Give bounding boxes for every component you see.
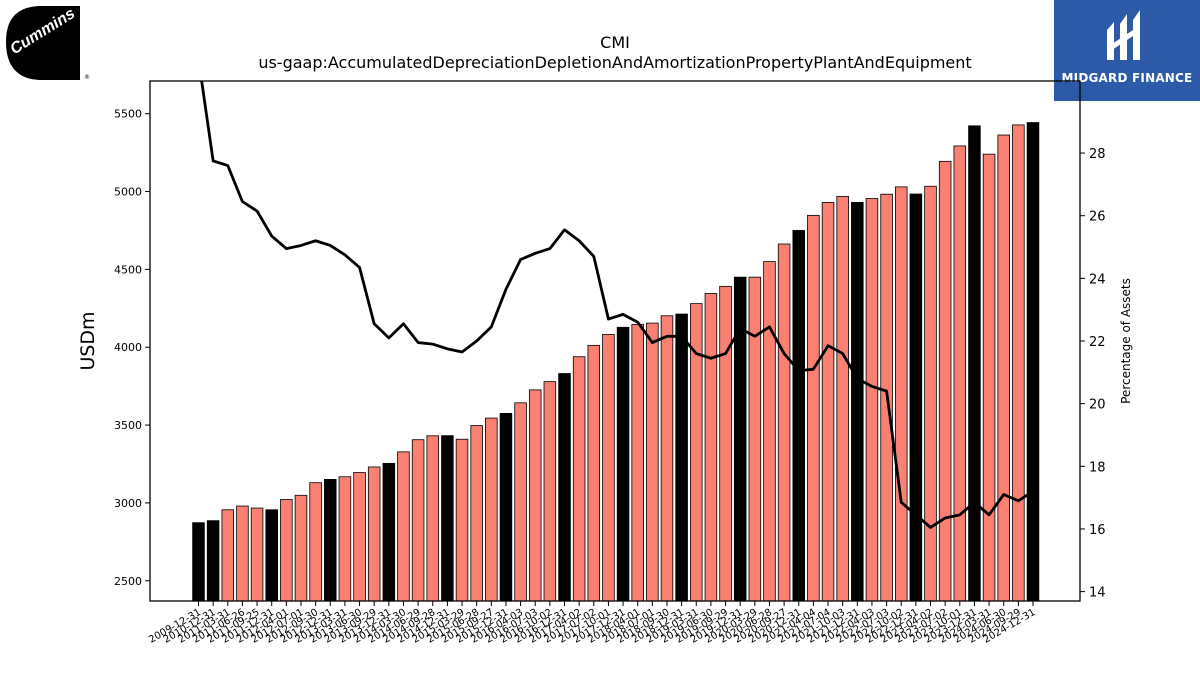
- bar: [909, 193, 923, 602]
- bar: [953, 145, 967, 602]
- bar: [968, 125, 981, 602]
- bar: [675, 313, 688, 602]
- bar: [748, 276, 762, 602]
- bar: [528, 389, 542, 602]
- bar: [646, 322, 659, 602]
- y2-tick-label: 28: [1089, 147, 1106, 162]
- bar: [382, 462, 396, 602]
- bar: [514, 402, 527, 602]
- bar: [309, 482, 322, 602]
- bar: [792, 230, 806, 602]
- bar: [441, 435, 454, 602]
- bar: [763, 261, 776, 602]
- bar: [192, 522, 205, 602]
- midgard-mark-icon: [1107, 10, 1140, 60]
- chart-title: CMI: [600, 33, 630, 52]
- bar: [631, 323, 644, 602]
- registered-mark: ®: [84, 74, 90, 81]
- bar: [324, 479, 337, 602]
- bar: [236, 505, 249, 602]
- y2-tick-label: 18: [1089, 460, 1106, 475]
- cummins-logo: Cummins ®: [0, 0, 90, 82]
- y-tick-label: 3500: [114, 419, 142, 432]
- bar: [411, 439, 425, 602]
- bar: [485, 417, 498, 602]
- y-tick-label: 4000: [114, 341, 142, 354]
- bar: [397, 451, 410, 602]
- bar: [558, 373, 571, 602]
- bar: [455, 438, 469, 602]
- bar: [426, 435, 440, 602]
- bar: [777, 243, 791, 602]
- bar: [894, 186, 908, 602]
- bar: [265, 509, 278, 602]
- midgard-finance-logo: MIDGARD FINANCE: [1054, 0, 1200, 101]
- y-tick-label: 2500: [114, 575, 142, 588]
- bar: [719, 285, 732, 602]
- bar: [543, 381, 557, 602]
- bar: [280, 499, 293, 602]
- bar: [499, 412, 513, 602]
- y-tick-label: 3000: [114, 497, 142, 510]
- bar: [221, 509, 235, 602]
- bar: [733, 276, 747, 602]
- bar: [821, 202, 835, 602]
- bar: [338, 476, 352, 602]
- bar: [587, 344, 601, 602]
- y-axis-label: USDm: [77, 311, 99, 370]
- bar: [1026, 122, 1040, 602]
- bar: [572, 356, 586, 602]
- y2-tick-label: 16: [1089, 523, 1106, 538]
- y-tick-label: 5500: [114, 108, 142, 121]
- bar: [865, 198, 879, 602]
- bar: [836, 195, 849, 602]
- y2-tick-label: 22: [1089, 335, 1106, 350]
- midgard-wordmark: MIDGARD FINANCE: [1061, 71, 1193, 85]
- bar: [851, 202, 864, 602]
- bar: [982, 153, 996, 602]
- bar: [294, 494, 308, 602]
- bar: [470, 425, 483, 602]
- y-tick-label: 5000: [114, 186, 142, 199]
- y2-tick-label: 26: [1089, 210, 1106, 225]
- y2-tick-label: 24: [1089, 272, 1106, 287]
- y-tick-label: 4500: [114, 263, 142, 276]
- y2-axis-label: Percentage of Assets: [1119, 278, 1133, 404]
- bar: [602, 334, 615, 602]
- bar: [250, 507, 264, 602]
- bar: [367, 466, 381, 602]
- bar: [924, 185, 937, 602]
- y2-tick-label: 20: [1089, 398, 1106, 413]
- bar: [938, 160, 952, 602]
- y2-tick-label: 14: [1089, 586, 1106, 601]
- bar: [997, 134, 1010, 602]
- chart-subtitle: us-gaap:AccumulatedDepreciationDepletion…: [258, 53, 971, 72]
- bar: [616, 326, 630, 602]
- bar: [704, 293, 718, 602]
- bar: [353, 472, 366, 602]
- bar: [807, 214, 820, 602]
- bar: [1012, 124, 1025, 602]
- bar: [206, 520, 220, 602]
- bar: [660, 315, 674, 602]
- series-line: [200, 81, 1034, 529]
